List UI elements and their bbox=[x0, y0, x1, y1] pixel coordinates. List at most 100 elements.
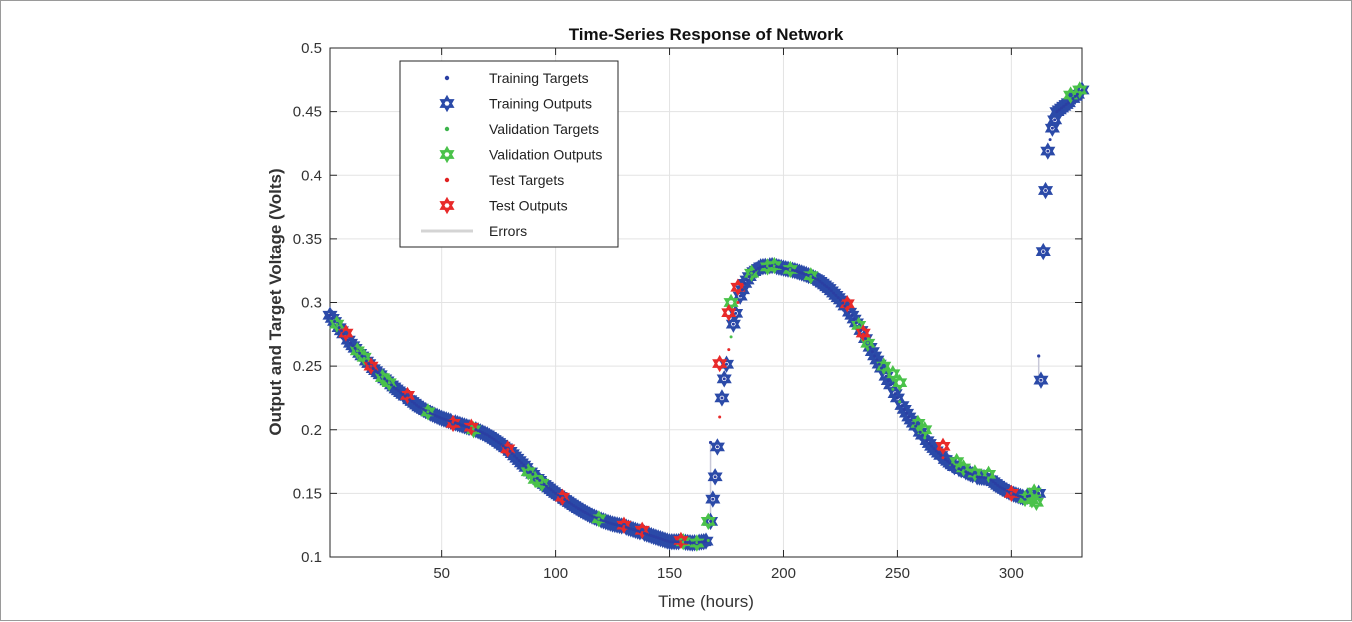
target-point bbox=[640, 531, 644, 535]
target-point bbox=[560, 496, 564, 500]
target-point bbox=[672, 540, 676, 544]
x-tick-label: 50 bbox=[433, 565, 450, 582]
target-point bbox=[690, 541, 694, 545]
target-point bbox=[608, 521, 612, 525]
target-point bbox=[369, 364, 373, 368]
y-tick-label: 0.45 bbox=[293, 104, 322, 121]
target-point bbox=[1025, 494, 1029, 498]
target-point bbox=[431, 412, 435, 416]
target-point bbox=[800, 271, 804, 275]
target-point bbox=[864, 337, 868, 341]
target-point bbox=[752, 270, 756, 274]
target-point bbox=[417, 405, 421, 409]
target-point bbox=[725, 362, 729, 366]
target-point bbox=[713, 475, 717, 479]
target-point bbox=[499, 442, 503, 446]
target-point bbox=[547, 486, 551, 490]
target-point bbox=[788, 268, 792, 272]
target-point bbox=[624, 525, 628, 529]
target-point bbox=[706, 538, 710, 542]
target-point bbox=[556, 493, 560, 497]
target-point bbox=[1016, 494, 1020, 498]
y-axis-ticks: 0.1 0.15 0.2 0.25 0.3 0.35 0.4 0.45 0.5 bbox=[293, 40, 1082, 566]
target-point bbox=[952, 465, 956, 469]
target-point bbox=[923, 436, 927, 440]
legend-dot-marker bbox=[444, 177, 450, 183]
target-point bbox=[907, 415, 911, 419]
target-point bbox=[740, 288, 744, 292]
target-point bbox=[620, 524, 624, 528]
target-point bbox=[371, 367, 375, 371]
target-point bbox=[1034, 495, 1038, 499]
target-point bbox=[426, 410, 430, 414]
training-output-marker bbox=[1035, 242, 1051, 261]
targets-series bbox=[328, 88, 1084, 545]
target-point bbox=[843, 304, 847, 308]
target-point bbox=[916, 427, 920, 431]
target-point bbox=[699, 540, 703, 544]
target-point bbox=[1000, 486, 1004, 490]
validation-output-marker bbox=[892, 373, 908, 392]
target-point bbox=[581, 509, 585, 513]
target-point bbox=[941, 456, 945, 460]
target-point bbox=[738, 294, 742, 298]
training-output-marker bbox=[889, 389, 905, 407]
target-point bbox=[558, 494, 562, 498]
target-point bbox=[1021, 495, 1025, 499]
x-tick-label: 200 bbox=[771, 565, 796, 582]
target-point bbox=[647, 533, 651, 537]
target-point bbox=[1046, 149, 1050, 153]
target-point bbox=[909, 418, 913, 422]
target-point bbox=[745, 278, 749, 282]
legend-label: Test Targets bbox=[489, 172, 564, 188]
target-point bbox=[367, 362, 371, 366]
target-point bbox=[927, 441, 931, 445]
target-point bbox=[1080, 88, 1084, 92]
target-point bbox=[583, 510, 587, 514]
target-point bbox=[754, 268, 758, 272]
target-point bbox=[617, 523, 621, 527]
target-point bbox=[627, 526, 631, 530]
target-point bbox=[360, 354, 364, 358]
target-point bbox=[604, 520, 608, 524]
training-output-marker bbox=[725, 315, 741, 333]
target-point bbox=[444, 418, 448, 422]
target-point bbox=[408, 398, 412, 402]
target-point bbox=[857, 325, 861, 329]
target-point bbox=[551, 490, 555, 494]
target-point bbox=[576, 507, 580, 511]
target-point bbox=[592, 515, 596, 519]
target-point bbox=[711, 497, 715, 501]
target-point bbox=[959, 468, 963, 472]
target-point bbox=[611, 522, 615, 526]
target-point bbox=[939, 453, 943, 457]
target-point bbox=[633, 528, 637, 532]
target-point bbox=[460, 423, 464, 427]
target-point bbox=[519, 461, 523, 465]
target-point bbox=[661, 537, 665, 541]
training-target-point bbox=[1037, 354, 1041, 358]
target-point bbox=[996, 483, 1000, 487]
target-point bbox=[734, 311, 738, 315]
target-point bbox=[344, 335, 348, 339]
target-point bbox=[1050, 126, 1054, 130]
legend-label: Training Outputs bbox=[489, 96, 592, 112]
target-point bbox=[362, 356, 366, 360]
target-point bbox=[458, 422, 462, 426]
target-point bbox=[565, 499, 569, 503]
target-point bbox=[777, 265, 781, 269]
target-point bbox=[508, 449, 512, 453]
target-point bbox=[492, 437, 496, 441]
target-point bbox=[884, 374, 888, 378]
x-tick-label: 100 bbox=[543, 565, 568, 582]
target-point bbox=[747, 275, 751, 279]
target-point bbox=[670, 540, 674, 544]
target-point bbox=[845, 307, 849, 311]
target-point bbox=[421, 407, 425, 411]
target-point bbox=[339, 329, 343, 333]
target-point bbox=[861, 332, 865, 336]
target-point bbox=[688, 541, 692, 545]
legend-dot-marker bbox=[444, 126, 450, 132]
target-point bbox=[622, 524, 626, 528]
